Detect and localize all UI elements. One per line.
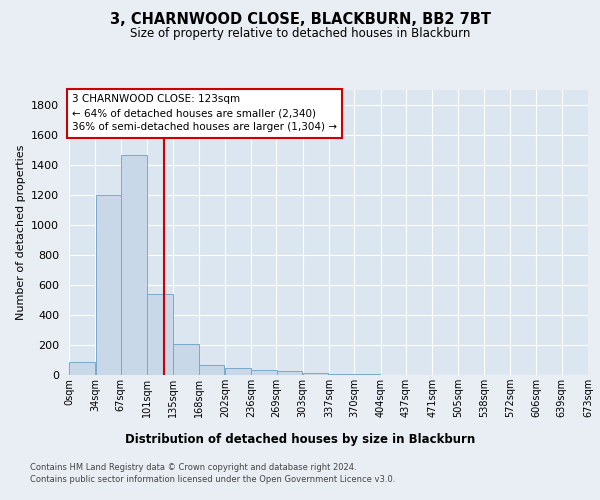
Bar [95,195,121,375]
Text: 3 CHARNWOOD CLOSE: 123sqm
← 64% of detached houses are smaller (2,340)
36% of se: 3 CHARNWOOD CLOSE: 123sqm ← 64% of detac… [72,94,337,132]
Bar [173,344,199,375]
Bar [225,368,251,375]
Bar [277,371,302,375]
Text: 3, CHARNWOOD CLOSE, BLACKBURN, BB2 7BT: 3, CHARNWOOD CLOSE, BLACKBURN, BB2 7BT [110,12,491,28]
Bar [303,373,329,375]
Text: Contains public sector information licensed under the Open Government Licence v3: Contains public sector information licen… [30,475,395,484]
Text: Distribution of detached houses by size in Blackburn: Distribution of detached houses by size … [125,432,475,446]
Text: Contains HM Land Registry data © Crown copyright and database right 2024.: Contains HM Land Registry data © Crown c… [30,462,356,471]
Text: Size of property relative to detached houses in Blackburn: Size of property relative to detached ho… [130,28,470,40]
Y-axis label: Number of detached properties: Number of detached properties [16,145,26,320]
Bar [147,294,173,375]
Bar [199,365,224,375]
Bar [121,154,146,375]
Bar [329,374,355,375]
Bar [70,362,95,375]
Bar [251,370,277,375]
Bar [355,374,380,375]
